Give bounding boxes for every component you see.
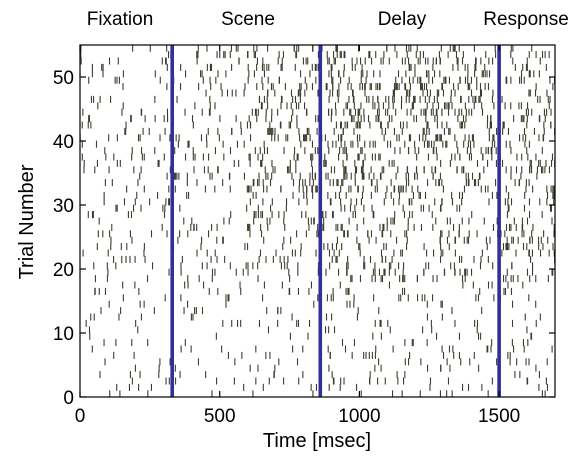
plot-frame [79, 44, 556, 398]
y-tick-label: 0 [63, 388, 74, 409]
event-markers [170, 45, 501, 397]
x-tick-label: 1500 [478, 406, 520, 427]
phase-labels: Fixation Scene Delay Response [87, 9, 569, 30]
spike-raster [79, 44, 556, 398]
x-axis-label: Time [msec] [263, 430, 371, 452]
phase-label: Response [483, 9, 569, 30]
x-axis-ticks: 0 500 1000 1500 [75, 45, 520, 427]
phase-label: Fixation [87, 9, 154, 30]
y-tick-label: 30 [53, 196, 74, 217]
x-tick-label: 500 [204, 406, 236, 427]
y-tick-label: 50 [53, 68, 74, 89]
y-axis-ticks: 0 10 20 30 40 50 [53, 68, 555, 409]
phase-label: Delay [378, 9, 427, 30]
y-tick-label: 20 [53, 260, 74, 281]
x-tick-label: 0 [75, 406, 86, 427]
y-tick-label: 10 [53, 324, 74, 345]
y-tick-label: 40 [53, 132, 74, 153]
phase-label: Scene [221, 9, 275, 30]
y-axis-label: Trial Number [16, 164, 38, 279]
x-tick-label: 1000 [338, 406, 380, 427]
